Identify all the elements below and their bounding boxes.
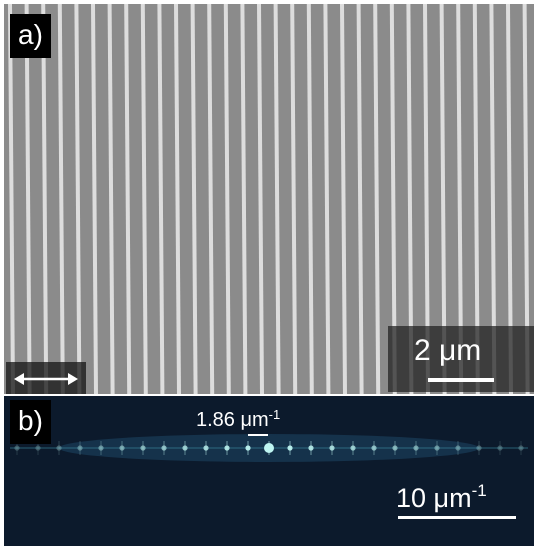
fft-panel — [4, 396, 534, 546]
grating-line — [74, 4, 82, 394]
diffraction-spot — [350, 445, 356, 451]
peak-spacing-marker — [248, 434, 268, 436]
sem-image-panel — [4, 4, 534, 394]
diffraction-spot — [203, 445, 209, 451]
grating-line — [41, 4, 49, 394]
double-arrow-icon — [14, 373, 78, 385]
grating-line — [306, 4, 314, 394]
peak-spacing-value: 1.86 μm — [196, 409, 269, 431]
scale-bar-label-a: 2 μm — [414, 334, 482, 367]
grating-line — [157, 4, 165, 394]
grating-line — [190, 4, 198, 394]
grating-line — [207, 4, 215, 394]
diffraction-spot — [77, 445, 83, 451]
grating-line — [174, 4, 181, 394]
diffraction-spot — [14, 445, 20, 451]
peak-spacing-exponent: -1 — [268, 407, 281, 422]
grating-line — [290, 4, 298, 394]
scale-bar-b-value: 10 μm — [396, 483, 472, 513]
scale-bar-label-b: 10 μm-1 — [396, 476, 487, 513]
diffraction-spot — [371, 445, 377, 451]
panel-a-label: a) — [10, 14, 51, 58]
grating-line — [257, 4, 264, 394]
diffraction-spot — [56, 445, 62, 451]
grating-line — [373, 4, 381, 394]
diffraction-spot — [518, 445, 524, 451]
diffraction-spot — [140, 445, 146, 451]
diffraction-spot — [392, 445, 398, 451]
grating-line — [323, 4, 331, 394]
diffraction-spot — [35, 445, 41, 451]
diffraction-spot — [98, 445, 104, 451]
grating-line — [223, 4, 231, 394]
diffraction-spot — [182, 445, 188, 451]
grating-line — [273, 4, 281, 394]
diffraction-spot — [434, 445, 440, 451]
grating-line — [124, 4, 132, 394]
grating-line — [356, 4, 364, 394]
diffraction-spot — [119, 445, 125, 451]
scale-bar-b — [398, 516, 516, 519]
fft-pattern — [10, 434, 528, 462]
diffraction-spot — [476, 445, 482, 451]
scale-bar-b-exponent: -1 — [471, 481, 487, 500]
diffraction-spot — [329, 445, 335, 451]
grating-line — [8, 4, 15, 394]
grating-line — [57, 4, 65, 394]
diffraction-spot — [413, 445, 419, 451]
grating-line — [240, 4, 248, 394]
peak-spacing-label: 1.86 μm-1 — [196, 403, 280, 432]
diffraction-spot — [497, 445, 503, 451]
grating-line — [24, 4, 32, 394]
grating-line — [140, 4, 148, 394]
scale-bar-a — [428, 378, 494, 382]
panel-b-label: b) — [10, 400, 51, 444]
diffraction-spot — [161, 445, 167, 451]
grating-line — [91, 4, 98, 394]
diffraction-spot — [455, 445, 461, 451]
polarization-arrow-box — [6, 362, 86, 394]
grating-line — [340, 4, 347, 394]
grating-line — [107, 4, 115, 394]
